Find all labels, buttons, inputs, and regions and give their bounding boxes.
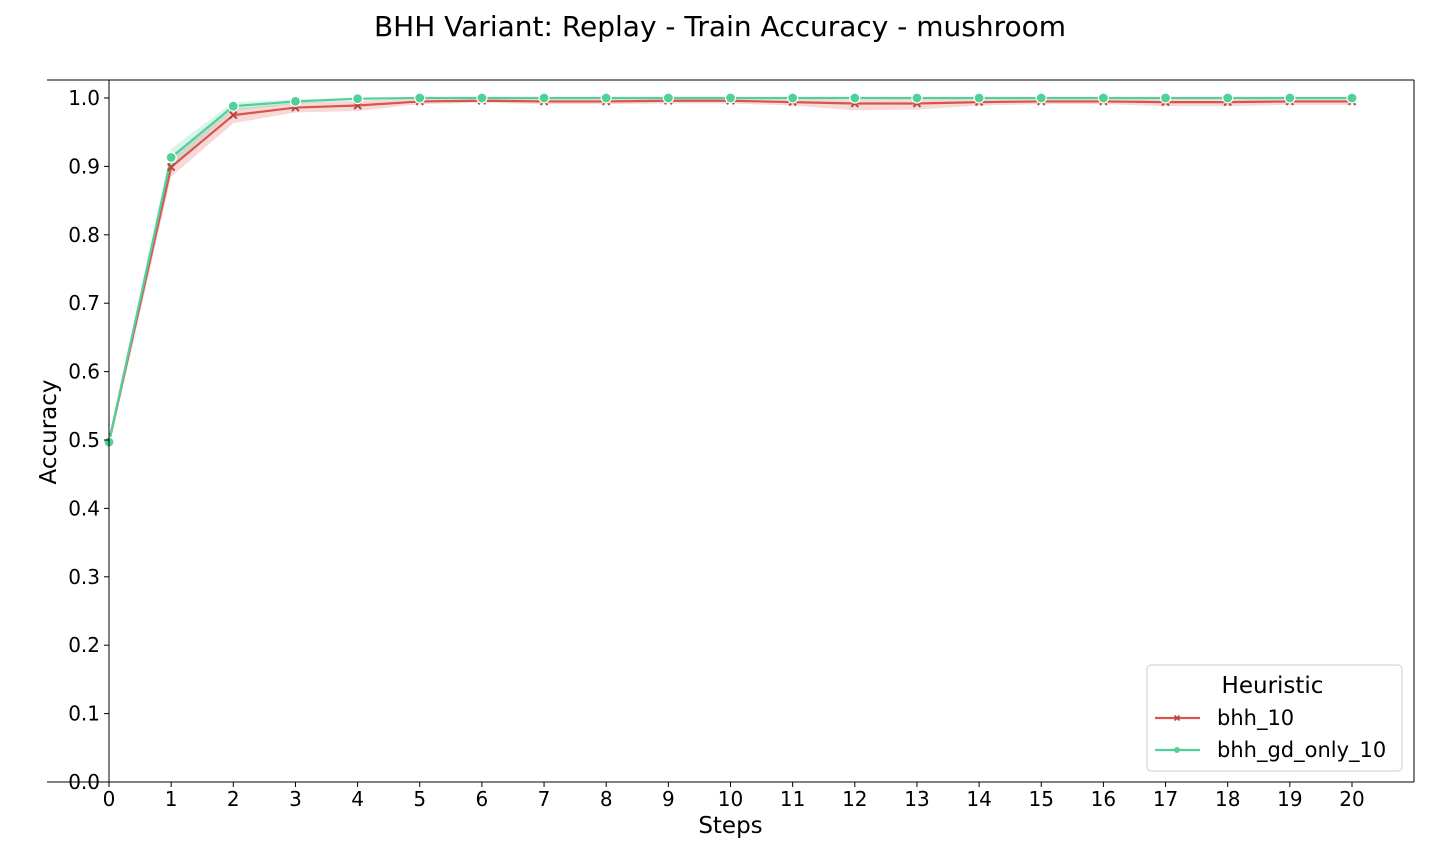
confidence-band-bhh_10	[109, 98, 1352, 449]
data-point-bhh_gd_only_10	[165, 151, 177, 164]
legend-title: Heuristic	[1222, 673, 1324, 699]
data-point-bhh_gd_only_10	[724, 92, 737, 104]
data-point-bhh_gd_only_10	[911, 92, 923, 104]
data-point-bhh_gd_only_10	[227, 100, 239, 112]
x-tick-label: 15	[1029, 787, 1054, 811]
data-point-bhh_10	[229, 110, 238, 120]
y-tick-label: 0.5	[68, 428, 100, 452]
data-point-bhh_gd_only_10	[1222, 92, 1234, 104]
data-point-bhh_gd_only_10	[787, 92, 799, 104]
data-point-bhh_gd_only_10	[849, 92, 861, 104]
x-tick-label: 7	[538, 787, 551, 811]
x-tick-label: 13	[904, 787, 929, 811]
x-tick-label: 1	[165, 787, 178, 811]
y-tick-label: 0.4	[68, 496, 100, 520]
data-point-bhh_gd_only_10	[1346, 92, 1358, 104]
marker-stroke	[166, 162, 176, 172]
x-tick-label: 12	[842, 787, 867, 811]
legend-label: bhh_10	[1217, 706, 1294, 731]
series-lines	[107, 96, 1352, 443]
y-axis-label: Accuracy	[36, 379, 62, 484]
data-point-bhh_gd_only_10	[414, 92, 426, 104]
x-tick-label: 9	[662, 787, 675, 811]
data-point-bhh_gd_only_10	[1284, 92, 1296, 104]
data-point-bhh_gd_only_10	[1097, 92, 1110, 104]
x-tick-label: 5	[413, 787, 426, 811]
legend-box	[1146, 664, 1403, 772]
x-tick-label: 4	[351, 787, 364, 811]
x-tick-label: 0	[103, 787, 116, 811]
x-tick-label: 6	[476, 787, 489, 811]
y-tick-label: 0.9	[68, 154, 100, 178]
x-tick-label: 11	[780, 787, 805, 811]
x-tick-label: 20	[1339, 787, 1364, 811]
x-tick-label: 2	[227, 787, 240, 811]
data-point-bhh_gd_only_10	[1035, 92, 1047, 104]
data-point-bhh_gd_only_10	[1159, 92, 1172, 104]
x-tick-label: 14	[966, 787, 991, 811]
series-markers	[103, 92, 1358, 448]
y-tick-label: 0.7	[68, 291, 100, 315]
y-tick-label: 0.8	[68, 223, 100, 247]
y-tick-label: 0.2	[68, 633, 100, 657]
data-point-bhh_gd_only_10	[289, 95, 302, 108]
x-tick-label: 19	[1277, 787, 1302, 811]
series-line-bhh_10	[107, 99, 1352, 443]
y-tick-label: 1.0	[68, 86, 100, 110]
data-point-bhh_gd_only_10	[600, 92, 612, 104]
legend-item-bhh_gd_only_10: bhh_gd_only_10	[1155, 738, 1386, 763]
legend-marker	[1173, 714, 1181, 722]
y-tick-label: 0.0	[68, 770, 100, 794]
data-point-bhh_gd_only_10	[476, 92, 488, 104]
data-point-bhh_gd_only_10	[973, 92, 985, 104]
data-point-bhh_gd_only_10	[662, 92, 674, 104]
marker-stroke	[229, 110, 238, 120]
y-tick-label: 0.1	[68, 702, 100, 726]
y-tick-label: 0.3	[68, 565, 100, 589]
x-tick-label: 3	[289, 787, 302, 811]
data-point-bhh_gd_only_10	[538, 92, 550, 104]
x-tick-label: 16	[1091, 787, 1116, 811]
y-tick-label: 0.6	[68, 360, 100, 384]
legend-item-bhh_10: bhh_10	[1155, 706, 1294, 731]
legend-marker	[1174, 747, 1180, 753]
legend-label: bhh_gd_only_10	[1217, 738, 1386, 763]
x-tick-label: 18	[1215, 787, 1240, 811]
chart-title: BHH Variant: Replay - Train Accuracy - m…	[373, 10, 1067, 43]
x-tick-label: 8	[600, 787, 613, 811]
x-axis-label: Steps	[698, 813, 762, 839]
confidence-bands	[109, 98, 1352, 449]
data-point-bhh_gd_only_10	[352, 93, 364, 105]
legend: Heuristic bhh_10 bhh_gd_only_10	[1146, 664, 1403, 772]
x-tick-label: 10	[718, 787, 743, 811]
confidence-band-bhh_gd_only_10	[109, 98, 1352, 447]
series-line-bhh_gd_only_10	[107, 96, 1352, 443]
x-tick-label: 17	[1153, 787, 1178, 811]
data-point-bhh_10	[166, 162, 176, 172]
axes: 0.00.10.20.30.40.50.60.70.80.91.00 1 2 3 4 5 6…	[36, 79, 1415, 839]
